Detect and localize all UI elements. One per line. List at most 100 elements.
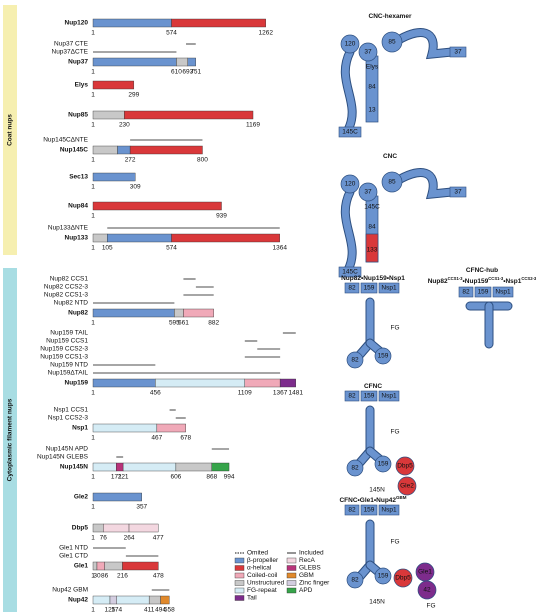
residue-tick: 1	[91, 390, 95, 397]
legend-swatch	[286, 580, 297, 586]
domain	[92, 523, 104, 533]
subunit	[346, 459, 364, 477]
schematic-subtitle: Nup82CCS1-3•Nup159CCS1-3•Nsp1CCS2-3	[428, 276, 537, 285]
subunit-label: 37	[454, 189, 462, 196]
subunit	[374, 455, 392, 473]
residue-tick: 1	[91, 474, 95, 481]
domain	[92, 201, 222, 211]
protein-name: Nup133	[65, 235, 89, 242]
subunit-label: 145N	[369, 599, 385, 606]
domain	[128, 523, 159, 533]
subunit	[346, 351, 364, 369]
legend-swatch	[234, 565, 245, 571]
domain	[92, 172, 136, 182]
protein-name: Nup84	[68, 203, 88, 210]
subunit-box	[360, 504, 378, 516]
residue-tick: 1	[91, 92, 95, 99]
residue-tick: 230	[119, 122, 130, 129]
residue-tick: 456	[150, 390, 161, 397]
construct-label: Nup159 NTD	[50, 362, 88, 369]
legend-label: GBM	[299, 572, 314, 579]
protein-name: Nup85	[68, 112, 88, 119]
subunit-label: Gle2	[400, 483, 414, 490]
domain	[92, 595, 111, 605]
residue-tick: 105	[102, 245, 113, 252]
residue-tick: 1109	[238, 390, 252, 397]
subunit-label: 13	[368, 107, 376, 114]
domain	[92, 561, 98, 571]
legend-label: Unstructured	[247, 580, 285, 587]
tube	[341, 48, 356, 134]
title-text: CFNC-hub	[466, 267, 498, 274]
domain	[92, 492, 142, 502]
residue-tick: 1	[91, 435, 95, 442]
domain	[124, 110, 254, 120]
subtitle-text: •Nup159	[463, 278, 489, 285]
domain	[122, 561, 159, 571]
subunit-label: Gle1	[418, 569, 432, 576]
protein-name: Nsp1	[72, 425, 88, 432]
residue-tick: 174	[111, 607, 122, 614]
residue-tick: 558	[164, 607, 175, 614]
subunit-label: 42	[423, 587, 431, 594]
construct-label: Nup133ΔNTE	[48, 225, 89, 232]
domain	[92, 308, 175, 318]
domain	[109, 595, 117, 605]
legend-label: α-helical	[247, 565, 272, 572]
subtitle-sup: CCS2-3	[521, 276, 537, 281]
construct-label: Nsp1 CCS1	[54, 407, 89, 414]
domain	[160, 595, 170, 605]
residue-tick: 411	[144, 607, 155, 614]
title-sup: GBM	[396, 495, 407, 500]
construct-label: Nup37ΔCTE	[52, 49, 89, 56]
domain	[92, 233, 108, 243]
residue-tick: 678	[180, 435, 191, 442]
residue-tick: 86	[101, 573, 109, 580]
construct-label: Nup82 CCS1	[50, 276, 89, 283]
subunit-label: FG	[390, 539, 399, 546]
residue-tick: 1	[91, 245, 95, 252]
legend-swatch	[286, 557, 297, 564]
domain	[92, 18, 172, 28]
residue-tick: 264	[124, 535, 135, 542]
legend-swatch	[234, 595, 245, 601]
subunit-label: 133	[367, 247, 378, 254]
subunit	[393, 568, 413, 588]
construct-label: Nup159 CCS2-3	[40, 346, 88, 353]
title-text: Nup82•Nup159•Nsp1	[341, 275, 405, 282]
subunit-box	[344, 390, 360, 402]
subunit-label: 82	[348, 507, 356, 514]
protein-name: Nup82	[68, 310, 88, 317]
legend-swatch	[286, 565, 297, 571]
residue-tick: 1367	[273, 390, 288, 397]
residue-tick: 994	[224, 474, 235, 481]
subunit-label: 85	[388, 179, 396, 186]
domain	[92, 80, 135, 90]
residue-tick: 477	[153, 535, 164, 542]
subunit-label: 159	[364, 507, 375, 514]
domain	[116, 595, 150, 605]
subtitle-sup: CCS1-3	[488, 276, 504, 281]
domain	[92, 110, 125, 120]
residue-tick: 1364	[272, 245, 287, 252]
domain	[174, 308, 184, 318]
protein-name: Sec13	[69, 174, 88, 181]
protein-name: Dbp5	[72, 525, 89, 532]
subunit-label: 37	[364, 189, 372, 196]
domain	[96, 561, 105, 571]
schematic-title: CFNC-hub	[466, 267, 498, 274]
subunit-box	[378, 282, 400, 294]
subunit	[381, 171, 403, 193]
legend-swatch	[286, 572, 297, 579]
schematic-title: CFNC•Gle1•Nup42GBM	[339, 495, 406, 504]
construct-label: Nup159 CCS1	[46, 338, 88, 345]
construct-label: Nup145CΔNTE	[43, 137, 88, 144]
residue-tick: 1	[91, 535, 95, 542]
residue-tick: 299	[128, 92, 139, 99]
domain	[187, 57, 196, 67]
residue-tick: 1	[91, 184, 95, 191]
legend-label: GLEBS	[299, 565, 321, 572]
domain	[176, 57, 189, 67]
construct-label: Nup82 CCS2-3	[44, 284, 88, 291]
protein-name: Gle2	[74, 494, 88, 501]
